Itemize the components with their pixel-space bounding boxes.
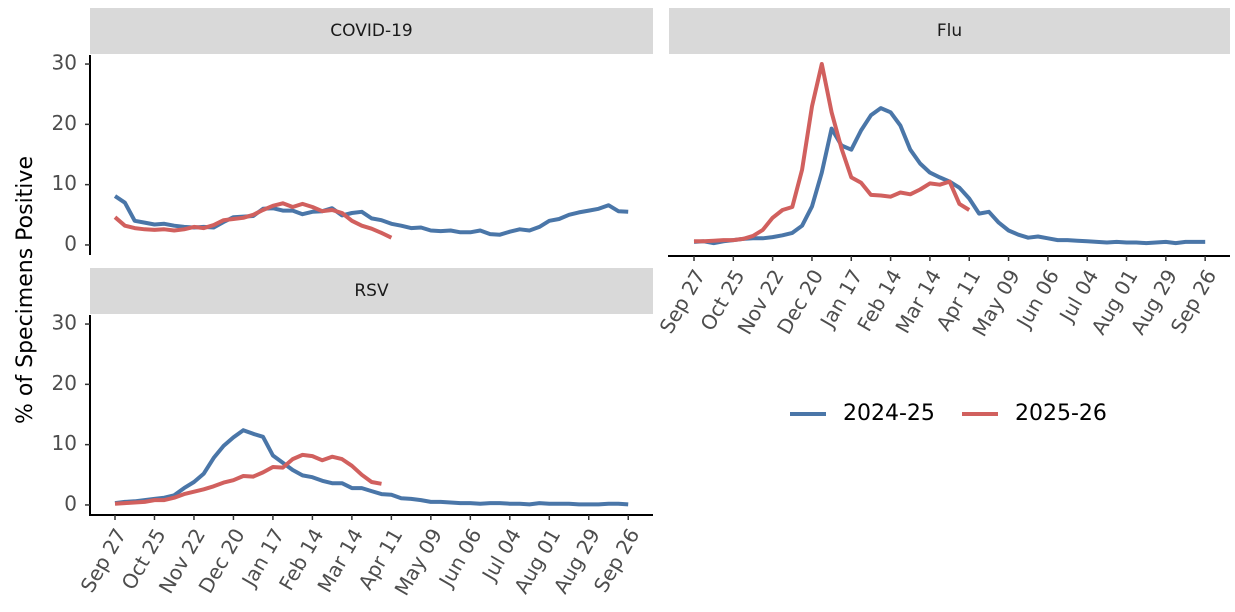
y-tick-label: 20	[52, 111, 77, 135]
legend-label: 2024-25	[843, 401, 935, 426]
facet-title: RSV	[354, 281, 389, 301]
series-line	[114, 428, 629, 507]
y-tick-label: 0	[64, 231, 77, 255]
facet-strip	[90, 8, 653, 54]
y-tick-label: 20	[52, 371, 77, 395]
series-line	[114, 452, 382, 506]
legend-label: 2025-26	[1015, 401, 1107, 426]
y-tick-label: 30	[52, 311, 77, 335]
series-line	[113, 201, 393, 240]
facet-title: Flu	[937, 21, 962, 41]
facet-title: COVID-19	[330, 21, 412, 41]
y-tick-label: 0	[64, 491, 77, 515]
series-line	[694, 62, 971, 244]
y-axis-title: % of Specimens Positive	[13, 156, 38, 424]
y-tick-label: 10	[52, 431, 77, 455]
y-tick-label: 10	[52, 171, 77, 195]
y-tick-label: 30	[52, 51, 77, 75]
facet-strip	[669, 8, 1230, 54]
facet-strip	[90, 268, 653, 314]
